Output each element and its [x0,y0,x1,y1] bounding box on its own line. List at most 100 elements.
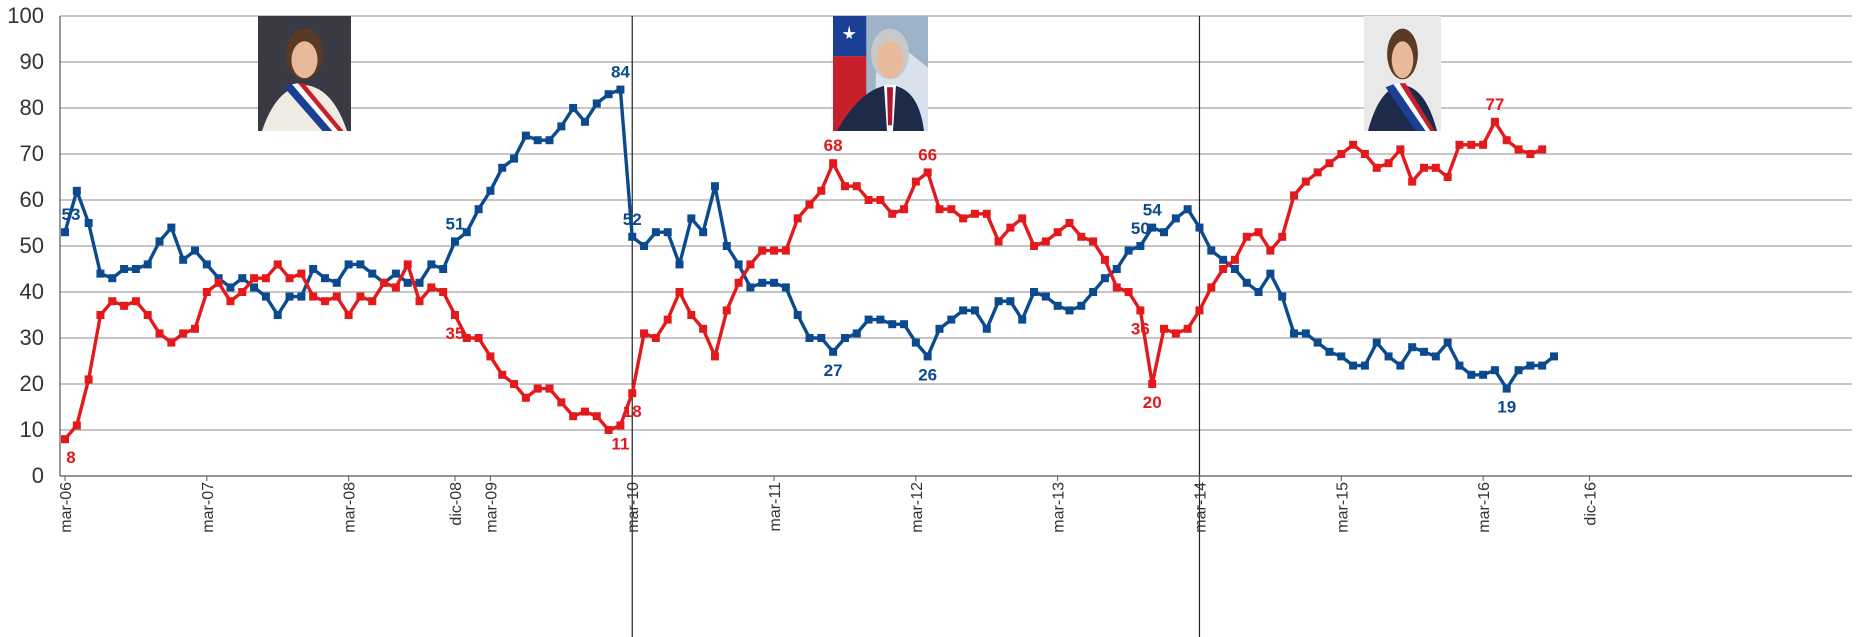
data-point [226,297,235,306]
data-point [155,237,164,246]
data-point [1479,370,1488,379]
data-point [1431,352,1440,361]
data-point [533,136,542,145]
x-tick-label: mar-10 [625,482,642,533]
data-point [569,412,578,421]
data-point [1266,269,1275,278]
data-point [982,324,991,333]
data-label: 18 [623,402,642,421]
data-point [450,237,459,246]
data-point [1006,223,1015,232]
data-point [72,421,81,430]
y-tick-label: 0 [32,463,44,488]
data-point [533,384,542,393]
portrait-bachelet-second-term [1364,16,1441,131]
data-point [1242,232,1251,241]
data-point [498,370,507,379]
data-point [427,283,436,292]
data-point [297,292,306,301]
data-label: 8 [66,448,75,467]
x-tick-label: mar-12 [909,482,926,533]
data-point [179,255,188,264]
data-point [1372,163,1381,172]
data-point [1089,288,1098,296]
data-point [108,274,117,283]
data-point [61,228,69,237]
data-point [1124,288,1133,296]
data-point [261,274,270,283]
data-point [486,352,495,361]
data-point [1349,361,1358,370]
data-point [427,260,436,269]
data-point [368,297,377,306]
portrait-pinera-term [833,16,928,131]
data-point [651,228,660,237]
data-point [994,297,1003,306]
data-point [592,99,601,108]
data-point [403,260,412,269]
data-point [403,278,412,287]
data-point [947,205,956,214]
data-point [911,338,920,347]
data-point [1467,370,1476,379]
data-label: 20 [1143,393,1162,412]
data-point [1077,232,1086,241]
data-point [1219,265,1228,273]
data-point [876,315,885,324]
data-point [592,412,601,421]
data-label: 26 [918,365,937,384]
data-point [710,182,719,191]
data-point [391,269,400,278]
data-point [285,292,294,301]
data-point [1077,301,1086,310]
data-point [699,228,708,237]
data-point [96,311,105,319]
data-point [261,292,270,301]
data-point [935,324,944,333]
data-point [190,324,199,333]
data-point [557,122,566,131]
data-point [1089,237,1098,246]
data-point [1538,361,1547,370]
data-point [510,154,519,163]
data-label: 27 [824,361,843,380]
data-point [580,117,589,126]
data-point [510,380,519,388]
data-point [415,297,424,306]
data-label: 71 [1580,0,1599,4]
data-point [1030,242,1039,250]
data-point [1360,361,1369,370]
data-point [805,200,814,209]
data-point [1183,324,1192,333]
data-point [1325,159,1334,168]
data-point [309,265,318,273]
y-tick-label: 50 [20,233,44,258]
portrait-bachelet-first-term [258,16,351,131]
data-point [829,159,838,168]
data-point [1136,306,1145,315]
data-point [1514,366,1523,375]
data-point [1337,352,1346,361]
data-point [1171,214,1180,223]
data-point [959,214,968,223]
data-point [332,292,341,301]
data-point [675,288,684,296]
data-point [1219,255,1228,264]
data-label: 66 [918,145,937,164]
data-point [1112,265,1121,273]
x-tick-label: mar-15 [1334,482,1351,533]
data-point [746,260,755,269]
x-tick-label: mar-06 [58,482,75,533]
x-tick-label: mar-08 [342,482,359,533]
data-label: 26 [1580,0,1599,4]
data-point [781,246,790,255]
data-point [1160,324,1169,333]
gridlines [60,15,1852,431]
data-point [285,274,294,283]
data-point [202,288,211,296]
x-tick-label: mar-13 [1051,482,1068,533]
data-point [770,278,779,287]
data-point [273,260,282,269]
data-point [829,347,838,356]
data-point [1160,228,1169,237]
